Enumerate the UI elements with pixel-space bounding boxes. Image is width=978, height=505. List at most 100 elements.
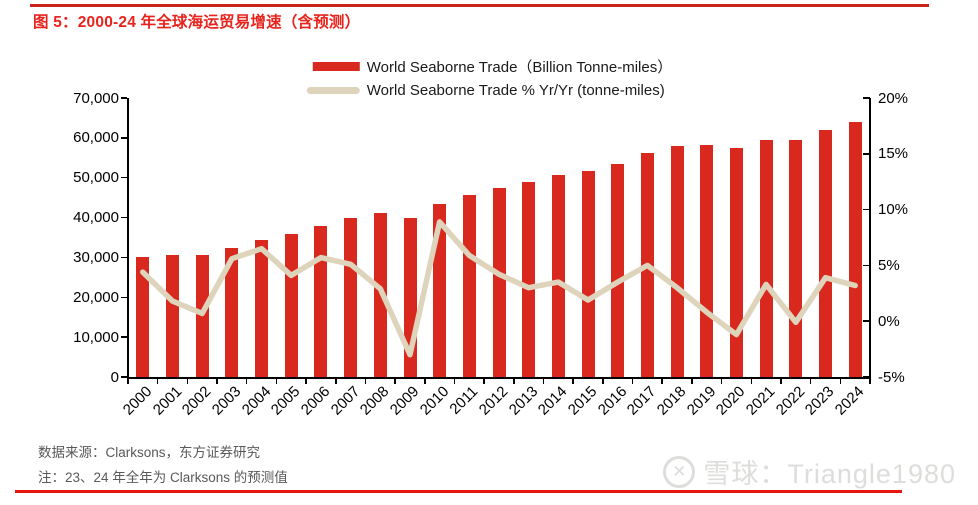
- right-axis-tick-label: 0%: [878, 312, 900, 330]
- left-axis-tick: [121, 376, 127, 378]
- trade-bar: [670, 146, 684, 377]
- bottom-divider: [15, 490, 902, 493]
- left-axis-tick-label: 30,000: [73, 248, 119, 266]
- x-axis-tick: [394, 379, 396, 384]
- x-axis-tick-label: 2021: [742, 383, 779, 419]
- bar-series-swatch-icon: [312, 61, 360, 71]
- line-series-swatch-icon: [306, 86, 360, 94]
- left-axis-tick: [121, 97, 127, 99]
- watermark-text: 雪球：Triangle1980: [703, 459, 956, 489]
- x-axis-tick-label: 2017: [624, 383, 660, 419]
- x-axis-tick: [750, 379, 753, 384]
- x-axis-tick: [542, 379, 545, 384]
- x-axis-tick-label: 2003: [208, 383, 245, 419]
- trade-bar: [462, 194, 476, 377]
- plot-area: [128, 98, 870, 377]
- x-axis-tick: [424, 379, 426, 384]
- chart-legend: World Seaborne Trade（Billion Tonne-miles…: [306, 56, 672, 100]
- x-axis-tick-label: 2024: [831, 383, 868, 419]
- growth-line: [140, 219, 858, 358]
- right-axis-tick: [863, 264, 870, 267]
- left-axis-tick: [121, 256, 127, 259]
- x-axis-tick-label: 2010: [416, 383, 453, 419]
- x-axis-tick: [869, 379, 871, 384]
- x-axis-tick-label: 2012: [475, 383, 512, 419]
- x-axis-tick-label: 2023: [802, 383, 838, 419]
- left-axis-tick-label: 40,000: [73, 209, 119, 227]
- x-axis-tick-label: 2001: [149, 383, 185, 419]
- x-axis-tick: [720, 379, 723, 384]
- x-axis-tick-label: 2002: [178, 383, 215, 419]
- left-axis-line: [126, 98, 129, 379]
- trade-bar: [344, 217, 358, 377]
- x-axis-tick-label: 2020: [713, 383, 749, 419]
- trade-bar: [848, 122, 862, 377]
- left-axis-tick-label: 50,000: [73, 169, 119, 187]
- x-axis-tick-label: 2018: [653, 383, 690, 419]
- x-axis-tick: [809, 379, 812, 384]
- right-axis-tick: [863, 153, 870, 155]
- x-axis-tick-label: 2014: [535, 383, 571, 419]
- x-axis-tick-label: 2000: [119, 383, 156, 419]
- x-axis-tick: [305, 379, 307, 384]
- trade-bar: [225, 247, 239, 377]
- x-axis-tick: [216, 379, 218, 384]
- left-axis-tick-label: 60,000: [73, 129, 119, 147]
- line-series: [140, 219, 858, 358]
- right-axis-tick-label: -5%: [878, 368, 905, 386]
- trade-bar: [492, 187, 506, 377]
- trade-bar: [611, 164, 625, 377]
- left-axis-tick-label: 0: [110, 368, 119, 386]
- left-axis-tick: [121, 176, 127, 179]
- right-axis-tick-label: 10%: [878, 201, 909, 219]
- trade-bar: [700, 144, 714, 377]
- data-source-note: 数据来源：Clarksons，东方证券研究: [38, 445, 261, 460]
- x-axis-tick-label: 2005: [268, 383, 304, 419]
- left-axis-tick-label: 70,000: [73, 89, 119, 107]
- x-axis-tick: [335, 379, 337, 384]
- x-axis-tick: [513, 379, 515, 384]
- x-axis-tick: [453, 379, 456, 384]
- right-axis-tick: [863, 97, 870, 99]
- trade-bar: [759, 139, 773, 377]
- left-axis-tick-label: 10,000: [73, 328, 119, 346]
- legend-item-line-series: World Seaborne Trade % Yr/Yr (tonne-mile…: [306, 80, 672, 100]
- right-axis-tick: [863, 208, 870, 211]
- x-axis-tick: [780, 379, 782, 384]
- left-axis-tick: [121, 296, 127, 299]
- x-axis-tick: [572, 379, 574, 384]
- trade-bar: [255, 239, 269, 377]
- trade-bar: [819, 130, 832, 377]
- left-axis-tick: [121, 137, 127, 139]
- x-axis-tick: [127, 379, 129, 384]
- x-axis-tick-label: 2004: [238, 383, 274, 419]
- x-axis-tick: [483, 379, 485, 384]
- x-axis-tick: [691, 379, 693, 384]
- left-axis-tick: [121, 216, 127, 219]
- x-axis-tick-label: 2009: [386, 383, 423, 419]
- x-axis-tick: [275, 379, 278, 384]
- x-axis-tick-label: 2019: [683, 383, 720, 419]
- watermark: ✕ 雪球：Triangle1980: [663, 452, 956, 491]
- x-axis-tick-label: 2015: [564, 383, 601, 419]
- trade-bar: [551, 175, 565, 377]
- figure-footer: 数据来源：Clarksons，东方证券研究 注：23、24 年全年为 Clark…: [38, 440, 288, 490]
- right-axis-tick-label: 5%: [878, 256, 900, 274]
- trade-bar: [314, 225, 328, 377]
- x-axis-tick: [839, 379, 842, 384]
- bottom-axis-line: [126, 377, 871, 379]
- x-axis-tick-label: 2013: [505, 383, 542, 419]
- left-axis-tick-label: 20,000: [73, 288, 119, 306]
- forecast-note: 注：23、24 年全年为 Clarksons 的预测值: [38, 470, 288, 485]
- x-axis-tick: [156, 379, 159, 384]
- figure-title: 图 5：2000-24 年全球海运贸易增速（含预测）: [33, 14, 361, 31]
- legend-label: World Seaborne Trade（Billion Tonne-miles…: [366, 58, 673, 76]
- top-divider: [30, 4, 929, 7]
- x-axis-tick: [631, 379, 634, 384]
- trade-bar: [729, 148, 743, 377]
- x-axis-tick-label: 2008: [357, 383, 393, 419]
- legend-swatch-box: [306, 61, 360, 71]
- trade-bar: [581, 171, 595, 377]
- legend-swatch-box: [306, 86, 360, 94]
- x-axis-tick: [602, 379, 604, 384]
